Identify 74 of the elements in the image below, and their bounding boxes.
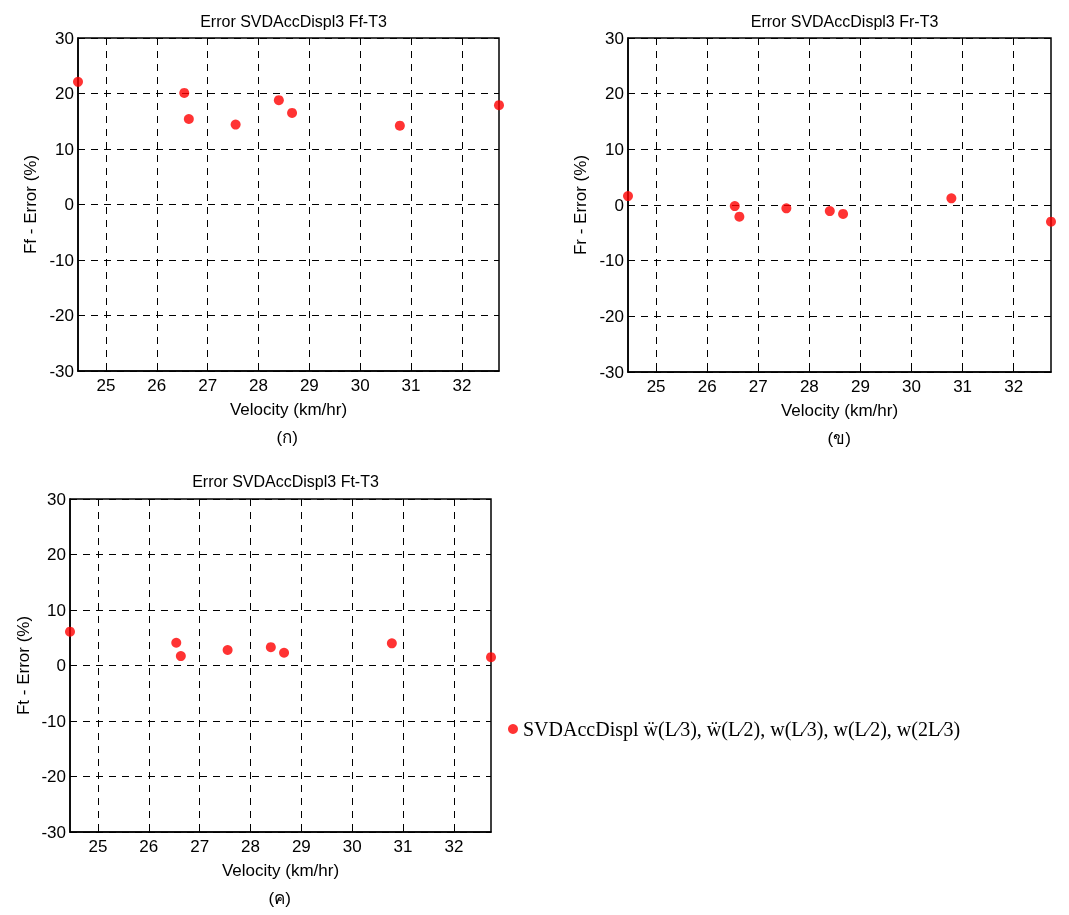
y-tick-label: 10	[47, 600, 66, 620]
y-tick-label: 10	[605, 139, 624, 159]
x-tick-label: 28	[799, 377, 819, 396]
point	[486, 652, 496, 663]
y-tick-label: -20	[599, 306, 624, 326]
text: (ก)	[276, 428, 298, 447]
x-tick-label: 30	[342, 837, 362, 856]
x-tick-label: 28	[249, 376, 268, 395]
point	[183, 114, 194, 125]
x-tick-label: 32	[452, 376, 472, 395]
x-tick-label: 32	[1004, 377, 1024, 396]
chart-title: Error SVDAccDispl3 Ff-T3	[200, 12, 387, 30]
text: (ค)	[268, 889, 291, 908]
y-axis-title: Fr - Error (%)	[570, 154, 590, 256]
x-tick-label: 25	[646, 377, 666, 396]
chart-title: Error SVDAccDispl3 Ft-T3	[192, 472, 379, 490]
x-tick-label: 25	[96, 376, 116, 395]
point	[273, 95, 284, 106]
x-tick-label: 30	[350, 376, 370, 395]
y-tick-label: 10	[55, 139, 74, 159]
point	[265, 642, 276, 653]
point	[65, 626, 75, 637]
y-tick-label: 20	[605, 84, 624, 104]
y-tick-label: -20	[41, 767, 66, 786]
x-tick-label: 25	[88, 837, 108, 856]
x-tick-label: 30	[902, 377, 921, 396]
x-tick-label: 29	[291, 837, 311, 856]
x-tick-label: 26	[147, 376, 167, 395]
y-tick-label: -20	[49, 306, 74, 325]
point	[73, 76, 83, 87]
point	[175, 651, 186, 662]
point	[287, 107, 298, 118]
x-tick-label: 32	[444, 837, 464, 856]
y-tick-label: -10	[41, 711, 66, 731]
y-tick-label: 30	[605, 28, 624, 48]
text: (ข)	[827, 429, 851, 448]
x-tick-label: 31	[401, 376, 421, 395]
x-tick-label: 26	[139, 837, 159, 856]
point	[394, 120, 405, 131]
x-tick-label: 26	[697, 377, 717, 396]
point	[230, 119, 241, 130]
x-axis-title: Velocity (km/hr)	[229, 400, 348, 419]
y-tick-label: 30	[55, 28, 74, 48]
x-tick-label: 29	[299, 376, 319, 395]
point	[222, 644, 233, 655]
y-tick-label: -30	[49, 361, 74, 381]
x-tick-label: 31	[953, 377, 973, 396]
legend-label: SVDAccDispl ẅ(L⁄3), ẅ(L⁄2), w(L⁄3), w(L⁄2), w(2L⁄3)	[523, 718, 961, 741]
y-tick-label: 20	[55, 84, 74, 103]
point	[279, 647, 290, 658]
x-tick-label: 31	[393, 837, 413, 856]
point	[386, 638, 397, 649]
y-tick-label: 30	[47, 489, 66, 509]
point	[179, 87, 190, 98]
point	[171, 637, 182, 648]
y-tick-label: 20	[47, 545, 66, 564]
y-tick-label: 0	[614, 195, 624, 215]
y-tick-label: -10	[49, 250, 74, 270]
y-tick-label: -30	[41, 822, 66, 842]
x-tick-label: 27	[190, 837, 210, 856]
y-tick-label: 0	[56, 656, 66, 675]
y-tick-label: -30	[599, 362, 624, 382]
point	[494, 100, 504, 111]
x-tick-label: 27	[198, 376, 218, 395]
chart-title: Error SVDAccDispl3 Fr-T3	[750, 12, 939, 30]
x-axis-title: Velocity (km/hr)	[780, 401, 899, 420]
y-axis-title: Ff - Error (%)	[20, 154, 40, 255]
x-axis-title: Velocity (km/hr)	[221, 861, 340, 880]
y-tick-label: -10	[599, 251, 624, 271]
x-tick-label: 29	[850, 377, 870, 396]
y-tick-label: 0	[64, 195, 74, 214]
x-tick-label: 27	[748, 377, 768, 396]
y-axis-title: Ft - Error (%)	[14, 615, 33, 716]
x-tick-label: 28	[241, 837, 260, 856]
